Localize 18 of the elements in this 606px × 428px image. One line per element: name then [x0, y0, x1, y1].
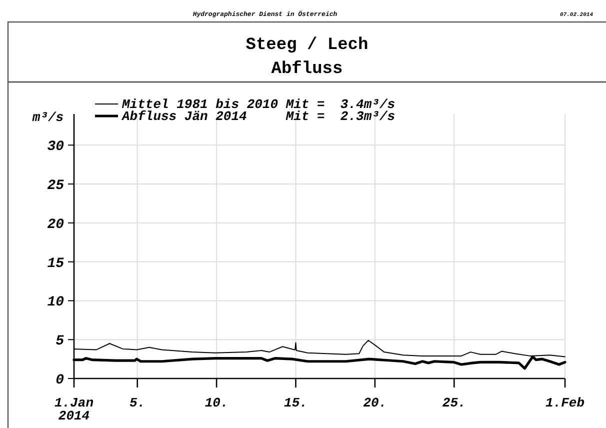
x-tick-label: 5. [130, 396, 146, 410]
y-tick-label: 20 [47, 216, 64, 233]
y-axis-title: m³/s [31, 110, 64, 125]
x-tick-label: 10. [204, 396, 228, 410]
x-tick-label: 25. [442, 396, 466, 410]
x-tick-label: 15. [284, 396, 308, 410]
x-tick-label: 1.Jan 2014 [54, 396, 94, 424]
x-tick-label: 20. [363, 396, 387, 410]
y-tick-label: 15 [47, 256, 65, 272]
x-tick-label: 1.Feb [545, 396, 585, 410]
legend-label: Abfluss Jän 2014 Mit = 2.3m³/s [121, 109, 396, 124]
chart-subtitle: Abfluss [271, 60, 343, 79]
y-tick-label: 5 [56, 334, 65, 350]
y-tick-label: 25 [47, 178, 65, 194]
y-tick-label: 0 [56, 372, 64, 388]
y-tick-label: 30 [47, 139, 64, 156]
chart-title: Steeg / Lech [246, 36, 368, 55]
y-tick-label: 10 [47, 294, 64, 311]
